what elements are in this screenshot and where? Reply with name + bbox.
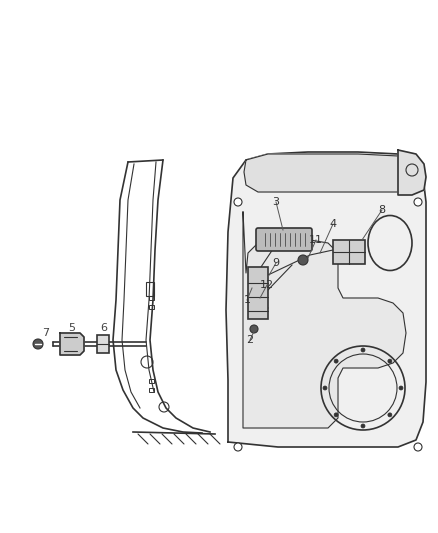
Circle shape: [334, 359, 338, 363]
Circle shape: [361, 424, 365, 428]
Bar: [248, 267, 268, 319]
Polygon shape: [60, 333, 84, 355]
Polygon shape: [398, 150, 426, 195]
Polygon shape: [243, 212, 406, 428]
Circle shape: [234, 198, 242, 206]
Bar: [149, 296, 154, 300]
Circle shape: [388, 359, 392, 363]
Text: 4: 4: [329, 219, 336, 229]
Text: 12: 12: [260, 280, 274, 290]
Bar: [149, 388, 154, 392]
Text: 5: 5: [68, 323, 75, 333]
Circle shape: [414, 443, 422, 451]
Text: 1: 1: [244, 295, 251, 305]
Circle shape: [414, 198, 422, 206]
Circle shape: [361, 348, 365, 352]
Text: 6: 6: [100, 323, 107, 333]
FancyBboxPatch shape: [256, 228, 312, 251]
Circle shape: [250, 325, 258, 333]
Bar: [333, 240, 365, 264]
Text: 3: 3: [272, 197, 279, 207]
Circle shape: [234, 443, 242, 451]
Text: 9: 9: [272, 258, 279, 268]
Polygon shape: [226, 152, 426, 447]
Circle shape: [298, 255, 308, 265]
Circle shape: [334, 413, 338, 417]
Bar: [97, 335, 109, 353]
Polygon shape: [244, 154, 420, 192]
Text: 11: 11: [309, 235, 323, 245]
Circle shape: [33, 339, 43, 349]
Circle shape: [323, 386, 327, 390]
Bar: [146, 282, 154, 296]
Circle shape: [399, 386, 403, 390]
Text: 2: 2: [247, 335, 254, 345]
Bar: [149, 379, 154, 383]
Bar: [149, 305, 154, 309]
Circle shape: [388, 413, 392, 417]
Text: 7: 7: [42, 328, 49, 338]
Text: 8: 8: [378, 205, 385, 215]
